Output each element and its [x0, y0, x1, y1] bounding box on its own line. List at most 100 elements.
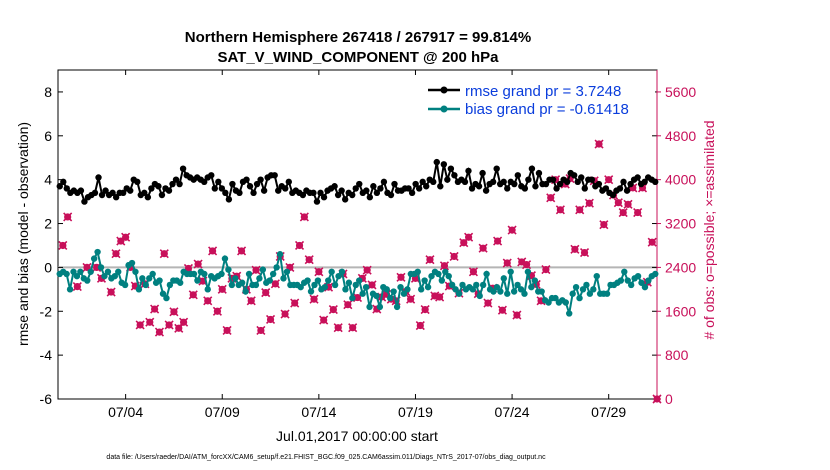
assimilated-obs-point: [222, 325, 232, 336]
bias-point: [390, 288, 397, 295]
assimilated-obs-point: [449, 251, 459, 261]
rmse-point: [225, 196, 233, 203]
bias-point: [325, 277, 332, 284]
bias-point: [366, 303, 373, 311]
rmse-point: [380, 178, 388, 186]
assimilated-obs-point: [584, 198, 594, 208]
bias-point: [135, 286, 143, 293]
assimilated-obs-point: [246, 296, 256, 306]
bias-point: [63, 270, 70, 278]
rmse-point: [468, 185, 476, 192]
bias-point: [435, 270, 442, 278]
bias-point: [452, 286, 459, 293]
y-axis-label-left: rmse and bias (model - observation): [15, 122, 31, 346]
bias-point: [297, 283, 304, 291]
assimilated-obs-point: [555, 205, 565, 215]
assimilated-obs-point: [150, 304, 160, 314]
bias-point: [225, 266, 232, 273]
rmse-point: [641, 178, 648, 186]
y-left-tick-label: 6: [44, 128, 52, 144]
assimilated-obs-point: [435, 292, 445, 302]
bias-point: [528, 283, 535, 291]
rmse-point: [479, 169, 486, 177]
assimilated-obs-point: [570, 244, 580, 254]
bias-point: [269, 270, 277, 278]
assimilated-obs-point: [594, 139, 604, 149]
assimilated-obs-markers: [58, 139, 662, 404]
bias-point: [566, 310, 573, 317]
rmse-point: [415, 185, 423, 192]
rmse-point: [412, 180, 419, 188]
rmse-point: [243, 176, 250, 183]
assimilated-obs-point: [328, 305, 338, 315]
bias-point: [576, 294, 583, 302]
bias-point: [593, 272, 600, 280]
rmse-point: [387, 191, 395, 199]
bias-point: [201, 270, 208, 278]
bias-point: [331, 281, 339, 289]
bias-point: [194, 277, 201, 284]
bias-point: [345, 279, 353, 286]
bias-point: [579, 286, 587, 293]
rmse-point: [616, 185, 624, 192]
rmse-point: [437, 183, 444, 190]
assimilated-obs-point: [623, 199, 633, 209]
bias-point: [617, 277, 625, 284]
bias-point: [218, 270, 225, 278]
rmse-point: [511, 180, 518, 188]
rmse-point: [440, 161, 448, 168]
rmse-point: [331, 183, 338, 190]
bias-point: [242, 288, 249, 295]
rmse-point: [521, 185, 529, 192]
bias-point: [276, 251, 284, 258]
x-tick-label: 07/09: [205, 404, 240, 420]
rmse-point: [405, 185, 412, 192]
rmse-point: [634, 174, 641, 181]
chart-subtitle: SAT_V_WIND_COMPONENT @ 200 hPa: [217, 49, 499, 66]
bias-point: [139, 275, 146, 282]
rmse-point: [542, 180, 550, 188]
assimilated-obs-point: [188, 290, 198, 300]
assimilated-obs-point: [493, 236, 503, 246]
x-tick-label: 07/14: [301, 404, 336, 420]
bias-point: [507, 268, 514, 275]
bias-point: [459, 281, 466, 289]
rmse-point: [127, 187, 134, 194]
assimilated-obs-point: [343, 300, 353, 310]
bias-point: [490, 288, 497, 295]
bias-point: [238, 279, 246, 286]
bias-point: [421, 277, 428, 284]
y-right-tick-label: 2400: [665, 259, 696, 275]
rmse-point: [320, 194, 328, 201]
assimilated-obs-point: [319, 315, 329, 325]
assimilated-obs-point: [261, 288, 271, 298]
bias-point: [641, 283, 649, 291]
bias-point: [266, 277, 273, 284]
right-axis-ticks: 0 800 1600 2400 3200 4000 4800 5600: [656, 70, 696, 407]
rmse-point: [419, 178, 426, 186]
rmse-point: [275, 187, 282, 194]
assimilated-obs-point: [58, 240, 68, 251]
y-right-tick-label: 0: [665, 391, 673, 407]
bias-point: [349, 294, 356, 302]
assimilated-obs-point: [159, 249, 169, 259]
rmse-point: [461, 178, 469, 186]
bias-point: [156, 277, 163, 284]
bias-point: [232, 275, 239, 282]
y-right-tick-label: 3200: [665, 216, 696, 232]
rmse-point: [514, 172, 522, 179]
bias-point: [307, 288, 315, 295]
bias-point: [77, 268, 84, 275]
assimilated-obs-point: [507, 225, 517, 235]
legend-bias-marker: [440, 105, 448, 113]
bias-point: [387, 294, 394, 302]
bias-point: [552, 294, 559, 302]
assimilated-obs-point: [362, 265, 372, 275]
rmse-point: [352, 185, 359, 192]
y-left-tick-label: 8: [44, 84, 52, 100]
bias-series: [56, 248, 659, 317]
assimilated-obs-point: [309, 294, 319, 304]
data-file-footer: data file: /Users/raeder/DAI/ATM_forcXX/…: [106, 454, 546, 461]
bias-point: [228, 281, 236, 289]
assimilated-obs-point: [439, 261, 450, 271]
